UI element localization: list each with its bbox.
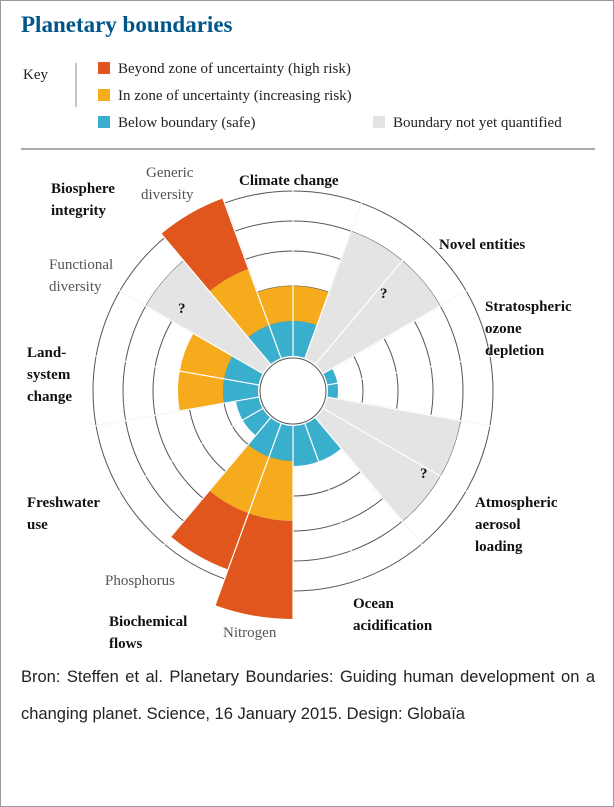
label: depletion (485, 343, 545, 359)
separator (315, 417, 442, 568)
label: Biochemical (109, 614, 187, 630)
label: Nitrogen (223, 625, 277, 641)
label: Freshwater (27, 495, 100, 511)
label: change (27, 389, 72, 405)
wedge (293, 417, 342, 466)
wedge (323, 368, 338, 399)
label: acidification (353, 618, 433, 634)
unknown-mark: ? (380, 286, 388, 302)
hub (259, 357, 327, 425)
wedge (177, 333, 233, 411)
wedge (145, 260, 271, 374)
wedge (315, 397, 461, 522)
separator (323, 275, 493, 375)
label: Stratospheric (485, 299, 572, 315)
wheel: Biosphere integrity Generic diversity Climat… (27, 161, 572, 651)
separator (213, 423, 282, 608)
key-label: Key (23, 67, 48, 83)
label: use (27, 517, 48, 533)
label: Functional (49, 257, 113, 273)
separator (144, 417, 271, 568)
unknown-mark: ? (178, 301, 186, 317)
wedge (161, 198, 249, 292)
caption: Bron: Steffen et al. Planetary Boundarie… (21, 668, 595, 723)
label: Ocean (353, 596, 394, 612)
key-swatch (98, 62, 110, 74)
key-text: In zone of uncertainty (increasing risk) (118, 88, 352, 104)
wedge (248, 456, 293, 521)
separator (327, 396, 520, 432)
label: diversity (49, 279, 102, 295)
label: loading (475, 539, 523, 555)
label: ozone (485, 321, 522, 337)
separator (323, 407, 493, 507)
label: system (27, 367, 71, 383)
key-text: Beyond zone of uncertainty (high risk) (118, 61, 351, 77)
wedge (269, 423, 293, 461)
label: Phosphorus (105, 573, 175, 589)
separator (144, 214, 271, 365)
label: integrity (51, 203, 106, 219)
separator (327, 350, 520, 386)
wedge (235, 397, 271, 436)
wedge (170, 490, 249, 570)
key-swatch (98, 89, 110, 101)
label: Novel entities (439, 237, 525, 253)
key-swatch (98, 116, 110, 128)
separator (213, 174, 282, 359)
diagram: Planetary boundaries Key Biosphere integr… (21, 12, 595, 651)
wedge (215, 513, 293, 619)
unknown-mark: ? (420, 466, 428, 482)
separator (315, 214, 442, 365)
wedge (248, 417, 282, 457)
label: Biosphere (51, 181, 115, 197)
key-swatch (373, 116, 385, 128)
separator (304, 423, 373, 608)
label: aerosol (475, 517, 521, 533)
label: Climate change (239, 173, 339, 189)
key-text: Boundary not yet quantified (393, 115, 562, 131)
label: Generic (146, 165, 194, 181)
label: Land- (27, 345, 66, 361)
separator (93, 275, 263, 375)
label: diversity (141, 187, 194, 203)
separator (304, 174, 373, 359)
wedge (248, 325, 282, 365)
separator (93, 407, 263, 507)
title: Planetary boundaries (21, 12, 233, 37)
separator (66, 350, 259, 386)
separator (66, 396, 259, 432)
label: Atmospheric (475, 495, 558, 511)
label: flows (109, 636, 142, 651)
key-text: Below boundary (safe) (118, 115, 255, 131)
